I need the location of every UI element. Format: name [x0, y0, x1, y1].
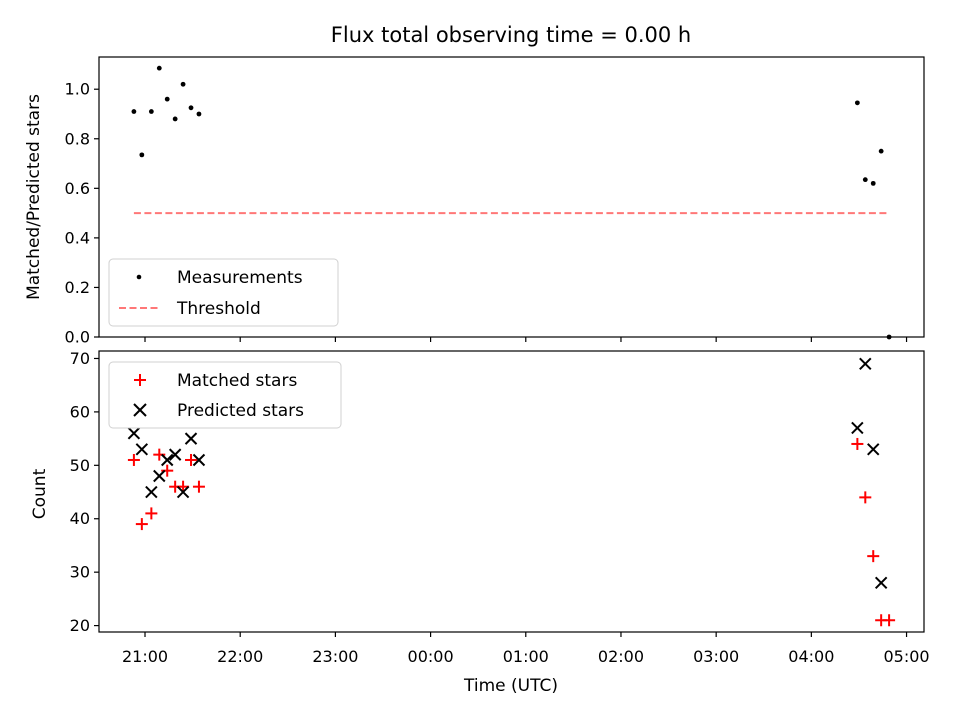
y-tick-label: 70 — [70, 349, 90, 368]
x-tick-label: 01:00 — [503, 647, 549, 666]
top-legend: Measurements Threshold — [108, 258, 339, 327]
x-tick-label: 23:00 — [312, 647, 358, 666]
top-y-axis-label: Matched/Predicted stars — [24, 94, 44, 300]
legend-measurements-label: Measurements — [177, 268, 303, 288]
y-tick-label: 0.4 — [65, 228, 90, 247]
predicted-stars-point — [135, 443, 149, 456]
top-legend-box — [108, 258, 339, 327]
predicted-stars-point — [145, 485, 158, 499]
measurements-point — [180, 81, 186, 87]
x-tick-label: 02:00 — [598, 647, 644, 666]
measurements-point — [148, 109, 154, 114]
measurements-legend-marker — [136, 274, 142, 280]
bottom-legend-box — [108, 361, 342, 429]
top-panel: Flux total observing time = 0.00 h Match… — [24, 23, 925, 347]
measurements-point — [870, 180, 876, 186]
measurements-point — [131, 109, 137, 114]
measurements-point — [862, 177, 868, 183]
chart-title: Flux total observing time = 0.00 h — [331, 23, 691, 47]
bottom-panel: Count Time (UTC) 20 30 40 50 60 70 21:00 22:00… — [30, 349, 930, 696]
bottom-plot-area — [127, 357, 896, 627]
bottom-axes-frame — [98, 350, 925, 633]
measurements-point — [854, 100, 860, 106]
legend-predicted-stars-label: Predicted stars — [177, 401, 304, 421]
matched-stars-point — [851, 437, 864, 450]
x-tick-label: 00:00 — [408, 647, 454, 666]
measurements-point — [188, 105, 194, 111]
top-y-axis: 0.0 0.2 0.4 0.6 0.8 1.0 — [65, 80, 99, 347]
measurements-point — [878, 148, 884, 154]
predicted-stars-point — [127, 427, 141, 440]
top-axes-frame — [98, 56, 925, 338]
y-tick-label: 0.8 — [65, 129, 90, 148]
measurements-point — [139, 152, 145, 158]
x-tick-label: 22:00 — [217, 647, 263, 666]
measurements-point — [172, 116, 178, 122]
top-x-axis — [144, 337, 908, 342]
matched-stars-point — [883, 614, 896, 627]
matched-stars-point — [145, 507, 158, 520]
predicted-stars-point — [867, 443, 880, 456]
predicted-stars-point — [168, 448, 182, 461]
measurements-point — [156, 65, 162, 71]
y-tick-label: 0.2 — [65, 278, 90, 297]
matched-stars-point — [867, 550, 880, 563]
matched-stars-point — [859, 491, 872, 504]
matched-stars-point — [192, 480, 205, 493]
x-tick-label: 03:00 — [693, 647, 739, 666]
measurements-point — [196, 111, 202, 117]
y-tick-label: 30 — [70, 563, 90, 582]
measurements-point — [164, 96, 170, 102]
matched-stars-point — [185, 453, 198, 466]
predicted-stars-legend-marker — [133, 403, 147, 417]
y-tick-label: 0.0 — [65, 328, 90, 347]
matched-stars-legend-marker — [134, 374, 146, 386]
y-tick-label: 60 — [70, 402, 90, 421]
legend-matched-stars-label: Matched stars — [177, 371, 297, 391]
predicted-stars-point — [184, 432, 198, 445]
bottom-y-axis: 20 30 40 50 60 70 — [70, 349, 99, 635]
predicted-stars-point — [161, 453, 174, 467]
y-tick-label: 20 — [70, 616, 90, 635]
y-tick-label: 40 — [70, 509, 90, 528]
x-tick-label: 05:00 — [883, 647, 929, 666]
matched-stars-point — [127, 453, 140, 466]
predicted-stars-point — [176, 485, 190, 499]
y-tick-label: 1.0 — [65, 80, 90, 99]
top-plot-area — [131, 65, 892, 340]
bottom-legend: Matched stars Predicted stars — [108, 361, 342, 429]
x-tick-label: 21:00 — [122, 647, 168, 666]
predicted-stars-point — [153, 469, 166, 483]
y-tick-label: 0.6 — [65, 179, 90, 198]
legend-threshold-label: Threshold — [176, 299, 261, 319]
predicted-stars-point — [851, 421, 864, 435]
x-tick-label: 04:00 — [788, 647, 834, 666]
x-axis-label: Time (UTC) — [463, 676, 558, 696]
predicted-stars-point — [192, 453, 206, 467]
y-tick-label: 50 — [70, 456, 90, 475]
predicted-stars-point — [859, 357, 872, 371]
bottom-x-axis: 21:00 22:00 23:00 00:00 01:00 02:00 03:00 04:00… — [122, 632, 930, 666]
matched-stars-point — [135, 518, 148, 531]
bottom-y-axis-label: Count — [30, 468, 50, 519]
predicted-stars-point — [874, 576, 888, 590]
